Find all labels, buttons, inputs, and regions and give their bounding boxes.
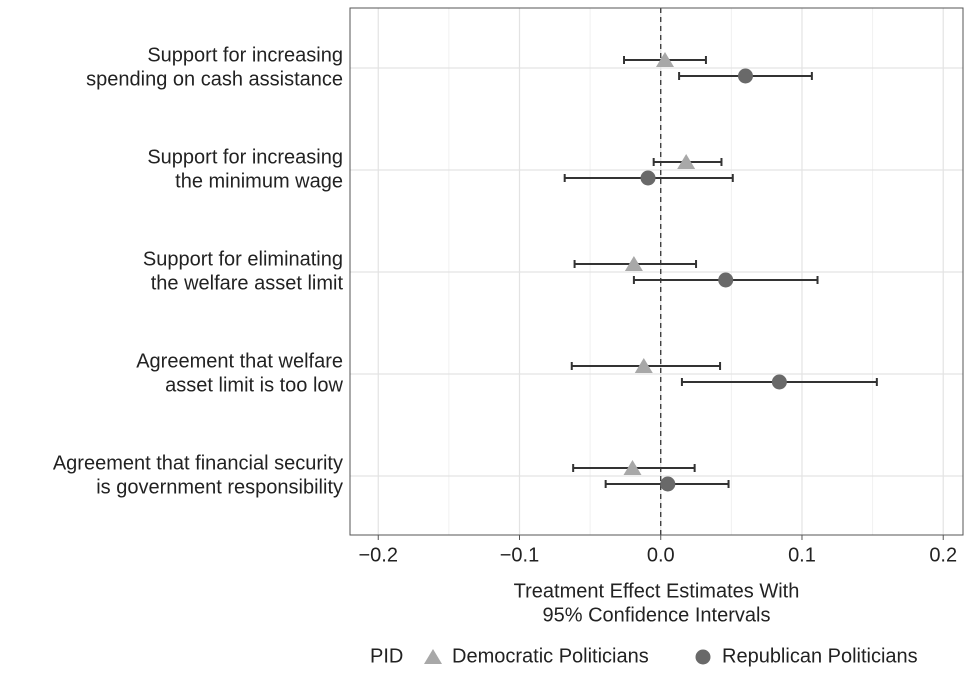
circle-point — [771, 374, 787, 390]
triangle-point — [677, 154, 696, 169]
x-axis-title: 95% Confidence Intervals — [543, 604, 771, 626]
y-tick-label: Support for eliminating — [143, 248, 343, 270]
triangle-point — [623, 460, 642, 475]
y-tick-label: Support for increasing — [147, 44, 343, 66]
y-tick-label: Agreement that financial security — [53, 452, 343, 474]
x-tick-label: −0.2 — [359, 544, 398, 566]
legend-label: Democratic Politicians — [452, 645, 649, 667]
triangle-point — [634, 358, 653, 373]
circle-point — [660, 476, 676, 492]
x-tick-label: 0.0 — [647, 544, 675, 566]
legend-title: PID — [370, 645, 403, 667]
triangle-point — [624, 256, 643, 271]
y-tick-label: the welfare asset limit — [151, 272, 344, 294]
y-tick-label: spending on cash assistance — [86, 68, 343, 90]
y-tick-label: Agreement that welfare — [136, 350, 343, 372]
x-tick-label: −0.1 — [500, 544, 539, 566]
legend-label: Republican Politicians — [722, 645, 918, 667]
y-tick-label: Support for increasing — [147, 146, 343, 168]
circle-point — [718, 272, 734, 288]
y-tick-label: is government responsibility — [96, 476, 343, 498]
circle-point — [640, 170, 656, 186]
plot-frame — [349, 7, 964, 536]
x-tick-label: 0.2 — [929, 544, 957, 566]
y-tick-label: the minimum wage — [175, 170, 343, 192]
legend-key — [695, 649, 711, 665]
triangle-point — [655, 52, 674, 67]
x-tick-label: 0.1 — [788, 544, 816, 566]
x-axis-title: Treatment Effect Estimates With — [514, 580, 800, 602]
y-tick-label: asset limit is too low — [165, 374, 343, 396]
circle-point — [737, 68, 753, 84]
legend-key — [424, 649, 442, 664]
